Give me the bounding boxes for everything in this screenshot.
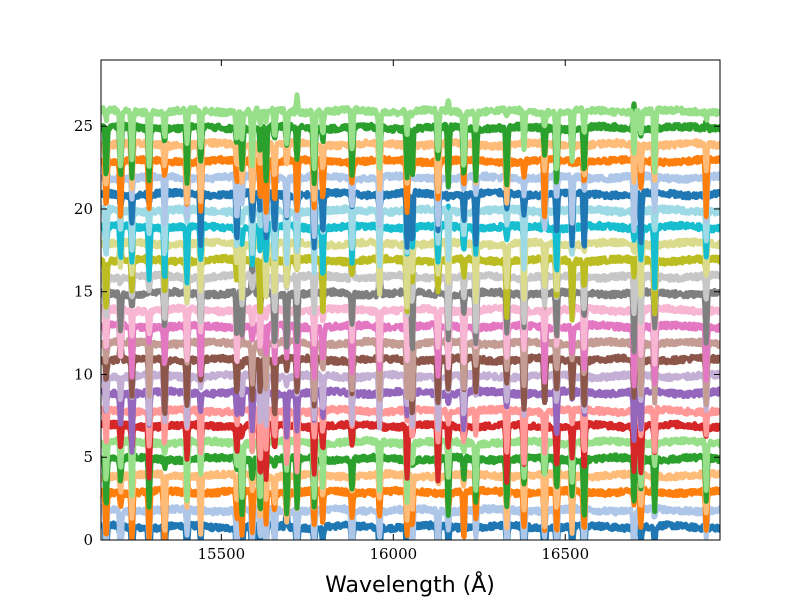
plot-frame bbox=[100, 59, 721, 541]
y-tick-label: 20 bbox=[74, 200, 93, 218]
spectrum-series bbox=[101, 92, 720, 175]
y-axis-ticks: 0 5 10 15 20 25 bbox=[74, 117, 720, 549]
x-axis-ticks: 15500 16000 16500 bbox=[198, 60, 589, 563]
y-tick-label: 5 bbox=[83, 448, 93, 466]
y-tick-label: 10 bbox=[74, 365, 93, 383]
x-tick-label: 16000 bbox=[369, 545, 417, 563]
y-tick-label: 25 bbox=[74, 117, 93, 135]
x-tick-label: 16500 bbox=[541, 545, 589, 563]
x-axis-title: Wavelength (Å) bbox=[325, 571, 495, 598]
series-layer bbox=[101, 92, 720, 540]
spectrum-series bbox=[101, 183, 720, 251]
spectrum-series bbox=[101, 469, 720, 537]
y-tick-label: 0 bbox=[83, 531, 93, 549]
x-tick-label: 15500 bbox=[198, 545, 246, 563]
y-tick-label: 15 bbox=[74, 283, 93, 301]
